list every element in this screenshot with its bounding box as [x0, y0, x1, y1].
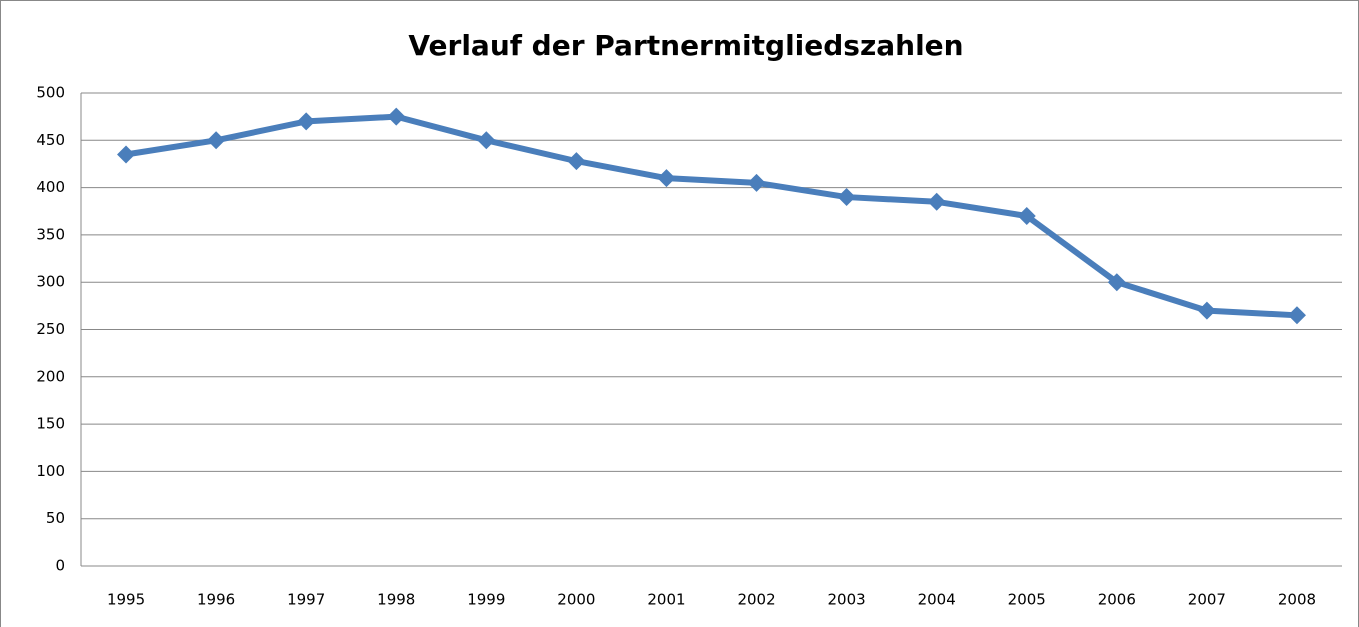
marker: [1197, 301, 1216, 320]
x-tick-label: 1997: [287, 591, 325, 609]
x-tick-label: 2005: [1008, 591, 1046, 609]
x-tick-label: 1998: [377, 591, 415, 609]
x-tick-label: 2003: [828, 591, 866, 609]
y-tick-label: 0: [55, 557, 65, 575]
x-tick-label: 2002: [737, 591, 775, 609]
marker: [657, 169, 676, 188]
y-tick-label: 450: [36, 131, 65, 149]
marker: [207, 131, 226, 150]
x-tick-label: 2001: [647, 591, 685, 609]
marker: [567, 152, 586, 171]
marker: [117, 145, 136, 164]
y-tick-label: 300: [36, 273, 65, 291]
y-tick-label: 350: [36, 225, 65, 243]
y-tick-label: 150: [36, 415, 65, 433]
chart-title: Verlauf der Partnermitgliedszahlen: [408, 29, 963, 62]
marker: [1107, 273, 1126, 292]
x-tick-label: 2008: [1278, 591, 1316, 609]
marker: [747, 173, 766, 192]
x-tick-label: 2000: [557, 591, 595, 609]
x-tick-label: 1999: [467, 591, 505, 609]
x-tick-label: 2007: [1188, 591, 1226, 609]
x-tick-label: 2006: [1098, 591, 1136, 609]
marker: [1017, 206, 1036, 225]
line: [125, 113, 1298, 319]
x-tick-label: 1996: [197, 591, 235, 609]
marker: [1287, 306, 1306, 325]
y-tick-label: 400: [36, 178, 65, 196]
y-tick-label: 200: [36, 367, 65, 385]
y-tick-label: 500: [36, 84, 65, 102]
marker: [297, 112, 316, 131]
x-tick-label: 1995: [107, 591, 145, 609]
marker: [927, 192, 946, 211]
y-tick-label: 250: [36, 320, 65, 338]
marker: [477, 131, 496, 150]
y-tick-label: 100: [36, 462, 65, 480]
x-tick-label: 2004: [918, 591, 956, 609]
marker: [387, 107, 406, 126]
y-tick-label: 50: [46, 509, 65, 527]
marker: [837, 188, 856, 207]
